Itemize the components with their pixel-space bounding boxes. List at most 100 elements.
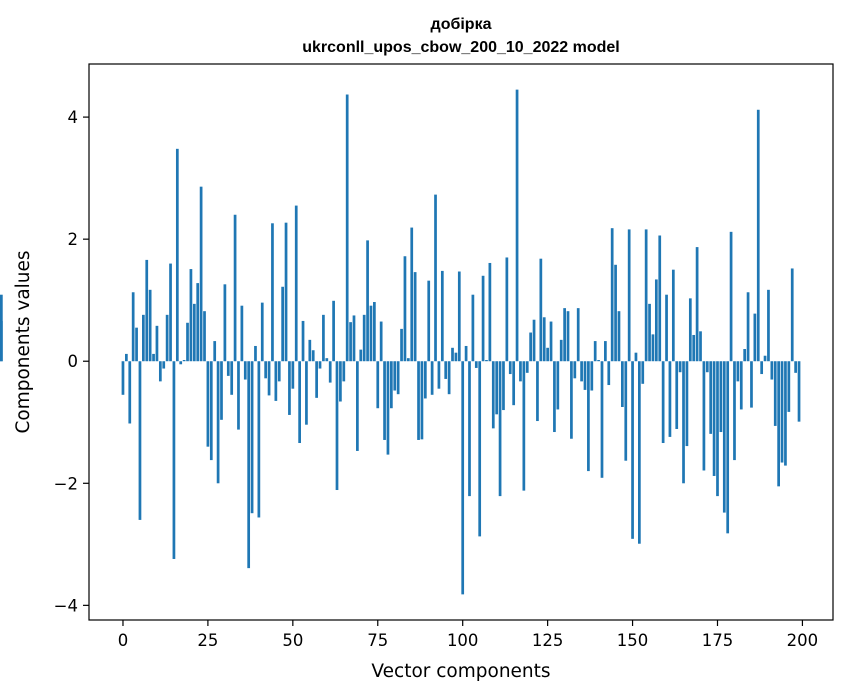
bar <box>328 361 332 383</box>
bar <box>614 264 617 362</box>
bar <box>532 319 536 362</box>
bar <box>339 361 342 402</box>
bar <box>590 361 594 391</box>
bar <box>519 361 522 382</box>
bar <box>311 350 315 362</box>
x-tick-label: 75 <box>367 631 388 650</box>
bar <box>379 321 383 362</box>
bar <box>495 361 499 415</box>
y-tick-label: −4 <box>54 596 78 615</box>
bar <box>356 361 359 451</box>
bar <box>505 257 509 362</box>
bar <box>383 361 386 440</box>
y-tick-label: 4 <box>68 108 79 127</box>
bar <box>243 361 247 380</box>
bar <box>607 361 611 386</box>
bar <box>308 339 312 362</box>
bar <box>481 275 485 362</box>
bar <box>169 263 172 362</box>
bar <box>213 341 217 362</box>
bar <box>199 186 203 362</box>
bar <box>434 194 437 362</box>
bar <box>230 361 234 395</box>
bar <box>128 361 132 424</box>
bar <box>705 361 709 373</box>
bar <box>722 361 726 513</box>
bar <box>203 311 206 362</box>
bar <box>498 361 502 497</box>
bar <box>165 314 169 362</box>
bar <box>695 247 699 362</box>
bar <box>570 361 573 439</box>
bar <box>491 361 495 429</box>
bar <box>624 361 628 461</box>
bar <box>325 358 329 362</box>
bar <box>546 347 549 362</box>
bar <box>220 361 223 420</box>
bar <box>121 361 125 395</box>
bar <box>644 229 648 362</box>
y-tick-label: 0 <box>68 352 79 371</box>
bar <box>444 361 448 379</box>
bar <box>502 361 505 411</box>
bar <box>478 361 482 537</box>
bar <box>773 361 777 426</box>
bar <box>627 229 631 362</box>
bar <box>369 305 373 362</box>
x-axis-label: Vector components <box>371 661 550 682</box>
bar <box>226 361 230 376</box>
bar <box>631 361 634 539</box>
bar <box>621 361 624 407</box>
bar <box>274 361 278 401</box>
bar <box>352 315 356 362</box>
bar <box>393 361 397 391</box>
bar <box>756 109 760 362</box>
bar <box>305 361 308 425</box>
bar <box>536 361 539 422</box>
bar <box>322 314 325 362</box>
bar <box>175 148 179 362</box>
bar <box>413 272 417 362</box>
bar <box>790 268 794 362</box>
bar <box>675 361 679 429</box>
bar <box>654 279 658 362</box>
bar <box>648 303 651 362</box>
bar <box>179 361 183 365</box>
bar <box>688 298 692 362</box>
x-tick-label: 25 <box>197 631 218 650</box>
bar <box>277 361 281 382</box>
bar <box>610 228 614 362</box>
bar <box>556 361 560 410</box>
bar <box>658 235 662 362</box>
bar <box>420 361 424 440</box>
x-tick-label: 0 <box>118 631 129 650</box>
bar <box>145 259 149 362</box>
bar <box>529 332 532 362</box>
x-tick-label: 150 <box>617 631 649 650</box>
bar <box>223 284 227 362</box>
bar <box>729 231 733 362</box>
bar <box>342 361 346 382</box>
y-tick-label: 2 <box>68 230 79 249</box>
bar <box>390 361 393 409</box>
chart-title: добірка <box>431 16 492 33</box>
bar <box>600 361 604 478</box>
bar <box>702 361 706 471</box>
bar <box>294 205 298 362</box>
bar <box>284 222 288 362</box>
y-axis-ticks: −4 −2 0 2 4 <box>54 108 89 615</box>
bar <box>763 355 767 362</box>
bar <box>733 361 736 461</box>
bar <box>542 317 546 362</box>
bar <box>260 302 264 362</box>
bar <box>678 361 682 373</box>
bar <box>148 289 152 362</box>
bar <box>186 322 189 362</box>
bar <box>427 280 431 362</box>
bar <box>417 361 420 440</box>
bar <box>784 361 787 466</box>
bar <box>257 361 261 518</box>
bar <box>196 283 200 362</box>
bar <box>474 361 478 368</box>
